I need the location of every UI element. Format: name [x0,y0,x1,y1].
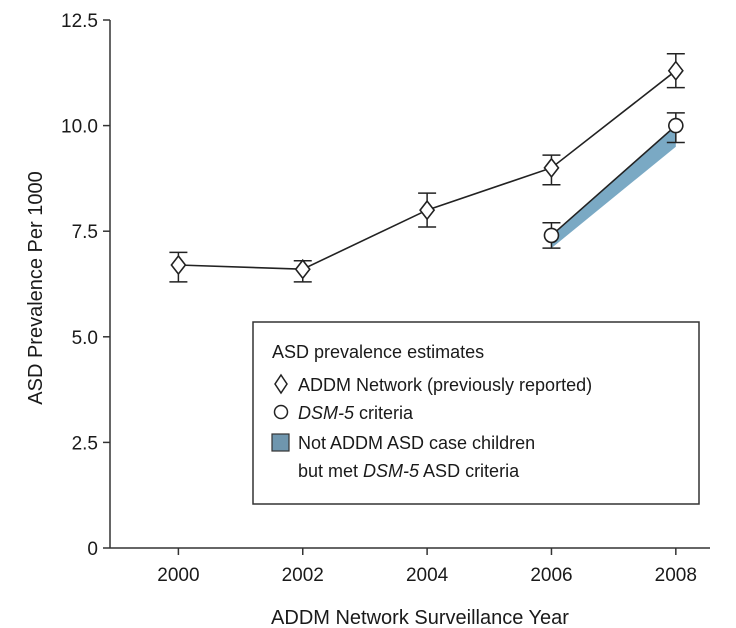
legend-circle-icon [273,404,289,420]
plot-area [169,53,685,283]
diamond-marker [543,157,560,179]
x-tick-label: 2004 [406,565,449,586]
series-line-addm [178,70,677,271]
x-tick-label: 2006 [530,565,572,586]
legend-label-band-line2: but met DSM-5 ASD criteria [298,461,520,481]
x-tick-label: 2000 [157,565,199,586]
legend-label-addm: ADDM Network (previously reported) [298,375,592,395]
legend-title: ASD prevalence estimates [272,342,484,362]
axes: 0 2.5 5.0 7.5 10.0 12.5 2000 2002 2004 2006 2008 [61,11,710,586]
legend-diamond-icon [274,373,288,395]
circle-marker [668,117,684,134]
x-tick-label: 2008 [655,565,697,586]
legend-label-dsm5: DSM-5 criteria [298,403,414,423]
y-tick-label: 5.0 [72,328,98,349]
x-axis-title: ADDM Network Surveillance Year [271,607,569,628]
y-tick-label: 12.5 [61,11,98,32]
diamond-marker [419,199,436,221]
diamond-marker [294,258,311,280]
y-axis-title: ASD Prevalence Per 1000 [25,171,47,404]
legend-label-band-line1: Not ADDM ASD case children [298,433,535,453]
legend-band-swatch [271,433,290,452]
x-tick-label: 2002 [282,565,324,586]
y-tick-label: 10.0 [61,117,98,138]
shaded-band [551,125,676,249]
y-tick-label: 0 [87,539,98,560]
y-tick-label: 7.5 [72,222,98,243]
y-tick-label: 2.5 [72,433,98,454]
diamond-marker [170,254,187,276]
legend: ASD prevalence estimates ADDM Network (pr… [252,321,700,505]
legend-box [252,321,700,505]
series-line-dsm5 [550,125,677,237]
circle-marker [543,227,560,244]
diamond-marker [667,60,684,81]
